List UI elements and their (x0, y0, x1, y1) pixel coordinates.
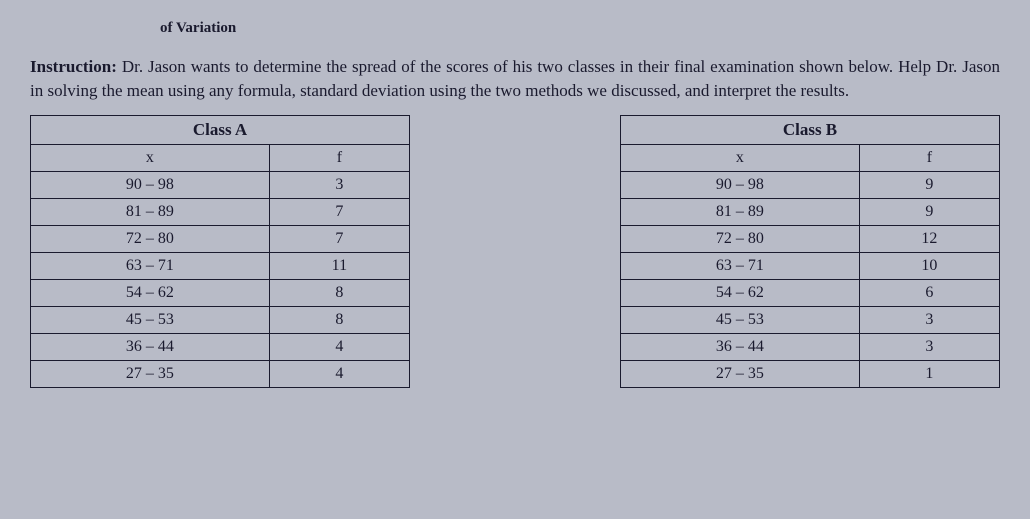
table-row: 72 – 8012 (621, 225, 1000, 252)
class-b-table: Class B x f 90 – 989 81 – 899 72 – 8012 … (620, 115, 1000, 388)
table-row: 72 – 807 (31, 225, 410, 252)
table-row: 45 – 538 (31, 306, 410, 333)
col-header-f: f (859, 144, 999, 171)
cell-x: 90 – 98 (31, 171, 270, 198)
instruction-body: Dr. Jason wants to determine the spread … (30, 57, 1000, 100)
cell-f: 1 (859, 360, 999, 387)
cell-x: 27 – 35 (621, 360, 860, 387)
cell-f: 12 (859, 225, 999, 252)
cell-x: 45 – 53 (31, 306, 270, 333)
cell-x: 72 – 80 (621, 225, 860, 252)
instruction-label: Instruction: (30, 57, 117, 76)
class-a-table: Class A x f 90 – 983 81 – 897 72 – 807 6… (30, 115, 410, 388)
cell-f: 3 (269, 171, 409, 198)
cell-f: 8 (269, 306, 409, 333)
cell-x: 63 – 71 (621, 252, 860, 279)
cell-x: 54 – 62 (31, 279, 270, 306)
table-row: 63 – 7111 (31, 252, 410, 279)
col-header-x: x (31, 144, 270, 171)
table-row: 90 – 989 (621, 171, 1000, 198)
cell-f: 4 (269, 360, 409, 387)
table-row: 27 – 354 (31, 360, 410, 387)
table-row: 36 – 444 (31, 333, 410, 360)
cell-f: 6 (859, 279, 999, 306)
table-row: 36 – 443 (621, 333, 1000, 360)
table-row: x f (621, 144, 1000, 171)
instruction-paragraph: Instruction: Dr. Jason wants to determin… (30, 55, 1000, 103)
col-header-x: x (621, 144, 860, 171)
cell-f: 9 (859, 198, 999, 225)
class-b-title: Class B (621, 115, 1000, 144)
cell-f: 9 (859, 171, 999, 198)
cell-f: 8 (269, 279, 409, 306)
cell-f: 7 (269, 225, 409, 252)
cell-x: 72 – 80 (31, 225, 270, 252)
cell-f: 3 (859, 333, 999, 360)
cell-x: 63 – 71 (31, 252, 270, 279)
table-row: 81 – 899 (621, 198, 1000, 225)
cell-x: 90 – 98 (621, 171, 860, 198)
partial-title-text: of Variation (30, 20, 1000, 37)
table-row: 54 – 626 (621, 279, 1000, 306)
cell-x: 36 – 44 (621, 333, 860, 360)
table-row: 45 – 533 (621, 306, 1000, 333)
col-header-f: f (269, 144, 409, 171)
table-row: 27 – 351 (621, 360, 1000, 387)
table-row: Class A (31, 115, 410, 144)
table-row: 54 – 628 (31, 279, 410, 306)
cell-x: 45 – 53 (621, 306, 860, 333)
cell-x: 81 – 89 (31, 198, 270, 225)
cell-x: 36 – 44 (31, 333, 270, 360)
table-row: x f (31, 144, 410, 171)
class-a-title: Class A (31, 115, 410, 144)
cell-x: 54 – 62 (621, 279, 860, 306)
table-row: 90 – 983 (31, 171, 410, 198)
cell-f: 3 (859, 306, 999, 333)
tables-container: Class A x f 90 – 983 81 – 897 72 – 807 6… (30, 115, 1000, 388)
cell-f: 10 (859, 252, 999, 279)
cell-f: 11 (269, 252, 409, 279)
table-row: Class B (621, 115, 1000, 144)
cell-f: 4 (269, 333, 409, 360)
cell-f: 7 (269, 198, 409, 225)
table-row: 81 – 897 (31, 198, 410, 225)
cell-x: 81 – 89 (621, 198, 860, 225)
table-row: 63 – 7110 (621, 252, 1000, 279)
cell-x: 27 – 35 (31, 360, 270, 387)
